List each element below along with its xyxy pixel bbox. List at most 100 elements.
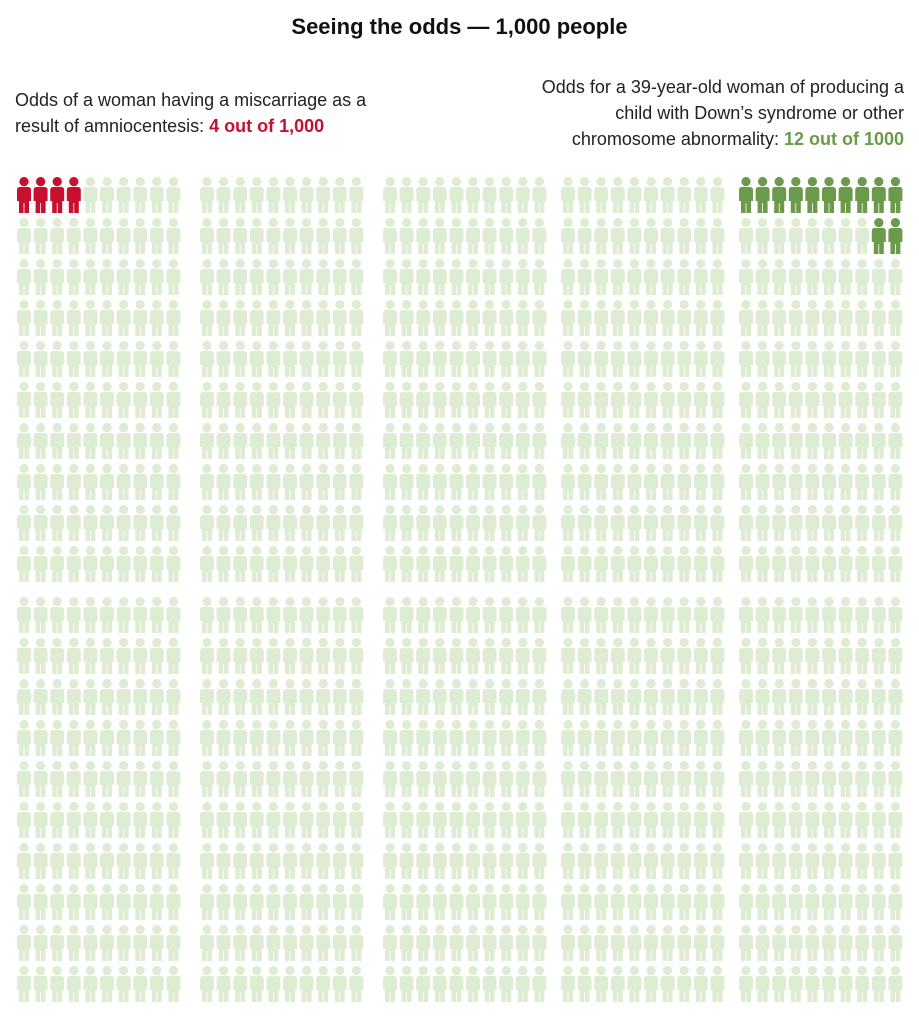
- person-icon: [399, 177, 414, 213]
- person-icon: [116, 505, 131, 541]
- person-icon: [133, 177, 148, 213]
- person-icon: [627, 761, 642, 797]
- person-icon: [610, 638, 625, 674]
- person-icon: [532, 464, 547, 500]
- person-icon: [449, 966, 464, 1002]
- person-icon: [660, 679, 675, 715]
- person-icon: [349, 218, 364, 254]
- person-icon: [610, 423, 625, 459]
- person-icon: [577, 843, 592, 879]
- person-icon: [17, 546, 31, 582]
- person-icon: [166, 259, 181, 295]
- person-icon: [133, 597, 148, 633]
- person-icon: [449, 300, 464, 336]
- person-icon: [50, 802, 65, 838]
- person-icon: [855, 464, 870, 500]
- person-icon: [561, 218, 575, 254]
- person-icon: [17, 884, 31, 920]
- person-icon: [249, 423, 264, 459]
- person-icon: [561, 884, 575, 920]
- person-icon: [610, 843, 625, 879]
- person-icon: [399, 218, 414, 254]
- person-icon: [33, 597, 48, 633]
- person-icon: [838, 720, 853, 756]
- person-icon: [871, 382, 886, 418]
- person-icon: [166, 884, 181, 920]
- person-icon: [349, 423, 364, 459]
- person-icon: [100, 259, 114, 295]
- person-icon: [660, 802, 675, 838]
- person-icon: [594, 638, 609, 674]
- person-icon: [644, 802, 658, 838]
- person-icon: [449, 382, 464, 418]
- person-icon: [532, 679, 547, 715]
- person-icon: [66, 177, 81, 213]
- person-icon: [838, 761, 853, 797]
- person-icon: [416, 546, 431, 582]
- person-icon: [33, 802, 48, 838]
- person-icon: [594, 382, 609, 418]
- person-icon: [693, 177, 708, 213]
- person-icon: [17, 720, 31, 756]
- person-icon: [233, 423, 248, 459]
- person-icon: [83, 925, 98, 961]
- person-icon: [644, 382, 658, 418]
- person-icon: [739, 884, 753, 920]
- person-icon: [710, 761, 725, 797]
- person-icon: [316, 925, 331, 961]
- person-icon: [316, 259, 331, 295]
- person-icon: [66, 597, 81, 633]
- person-icon: [399, 300, 414, 336]
- person-icon: [805, 218, 820, 254]
- person-icon: [149, 679, 164, 715]
- person-icon: [499, 884, 514, 920]
- person-icon: [805, 464, 820, 500]
- person-icon: [838, 505, 853, 541]
- person-icon: [594, 423, 609, 459]
- person-icon: [499, 300, 514, 336]
- person-icon: [249, 802, 264, 838]
- person-icon: [332, 259, 347, 295]
- person-icon: [482, 966, 497, 1002]
- person-icon: [299, 259, 314, 295]
- person-icon: [216, 720, 231, 756]
- person-icon: [83, 505, 98, 541]
- person-icon: [710, 638, 725, 674]
- person-icon: [561, 177, 575, 213]
- person-icon: [515, 341, 530, 377]
- person-icon: [838, 884, 853, 920]
- person-icon: [166, 218, 181, 254]
- person-icon: [33, 464, 48, 500]
- person-icon: [871, 423, 886, 459]
- person-icon: [772, 966, 787, 1002]
- person-icon: [100, 925, 114, 961]
- person-icon: [772, 259, 787, 295]
- person-icon: [449, 259, 464, 295]
- person-icon: [871, 720, 886, 756]
- person-icon: [577, 679, 592, 715]
- person-icon: [466, 546, 480, 582]
- person-icon: [233, 884, 248, 920]
- person-icon: [838, 464, 853, 500]
- person-icon: [610, 259, 625, 295]
- person-icon: [399, 966, 414, 1002]
- person-icon: [855, 884, 870, 920]
- person-icon: [216, 218, 231, 254]
- person-icon: [594, 720, 609, 756]
- person-icon: [100, 597, 114, 633]
- person-icon: [805, 720, 820, 756]
- person-icon: [888, 382, 903, 418]
- person-icon: [432, 382, 447, 418]
- person-icon: [233, 761, 248, 797]
- person-icon: [316, 423, 331, 459]
- person-icon: [755, 884, 770, 920]
- person-icon: [888, 300, 903, 336]
- person-icon: [577, 423, 592, 459]
- person-icon: [627, 925, 642, 961]
- person-icon: [399, 423, 414, 459]
- person-icon: [216, 546, 231, 582]
- person-icon: [100, 679, 114, 715]
- person-icon: [772, 300, 787, 336]
- person-icon: [349, 843, 364, 879]
